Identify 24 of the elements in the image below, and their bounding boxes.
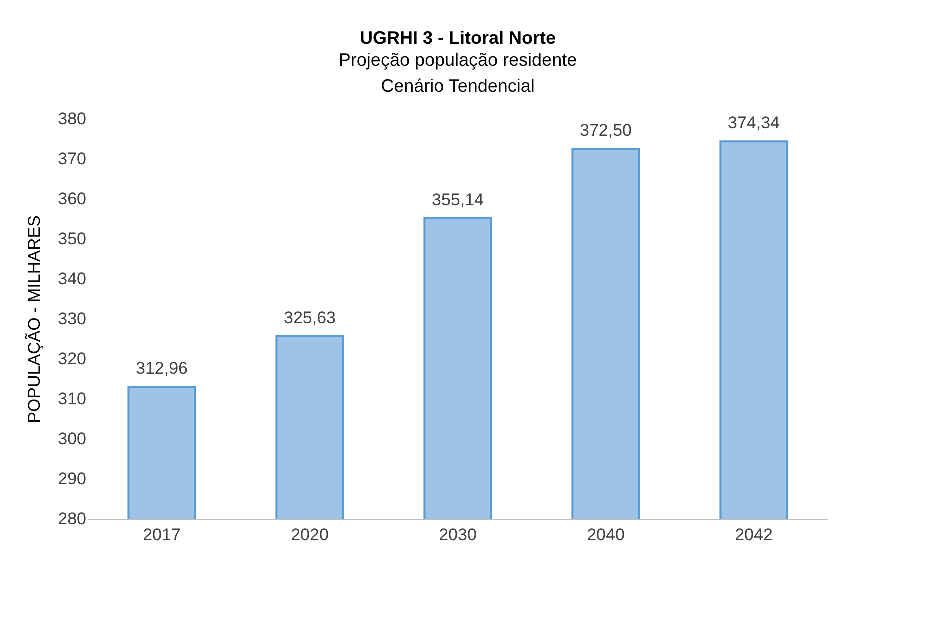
x-tick-label: 2042: [735, 526, 773, 544]
chart-title: UGRHI 3 - Litoral Norte: [360, 28, 556, 48]
y-tick-label: 320: [58, 350, 86, 368]
x-tick-label: 2040: [587, 526, 625, 544]
chart-subtitle: Projeção população residente Cenário Tendencial: [338, 50, 578, 96]
y-axis-title: POPULAÇÃO - MILHARES: [25, 216, 44, 424]
y-tick-label: 280: [58, 510, 86, 528]
y-tick-label: 350: [58, 230, 86, 248]
y-tick-label: 360: [58, 190, 86, 208]
y-tick-label: 380: [58, 110, 86, 128]
y-tick-label: 340: [58, 270, 86, 288]
data-label: 372,50: [580, 121, 632, 140]
y-tick-label: 370: [58, 150, 86, 168]
y-tick-label: 310: [58, 390, 86, 408]
data-label: 374,34: [728, 114, 780, 133]
y-tick-label: 290: [58, 470, 86, 488]
data-label: 355,14: [432, 190, 484, 210]
data-label: 325,63: [284, 308, 336, 328]
x-tick-label: 2020: [291, 526, 329, 544]
x-tick-label: 2030: [439, 526, 477, 544]
x-tick-label: 2017: [143, 526, 181, 544]
y-tick-label: 330: [58, 310, 86, 328]
y-tick-label: 300: [58, 430, 86, 448]
data-label: 312,96: [136, 359, 188, 378]
